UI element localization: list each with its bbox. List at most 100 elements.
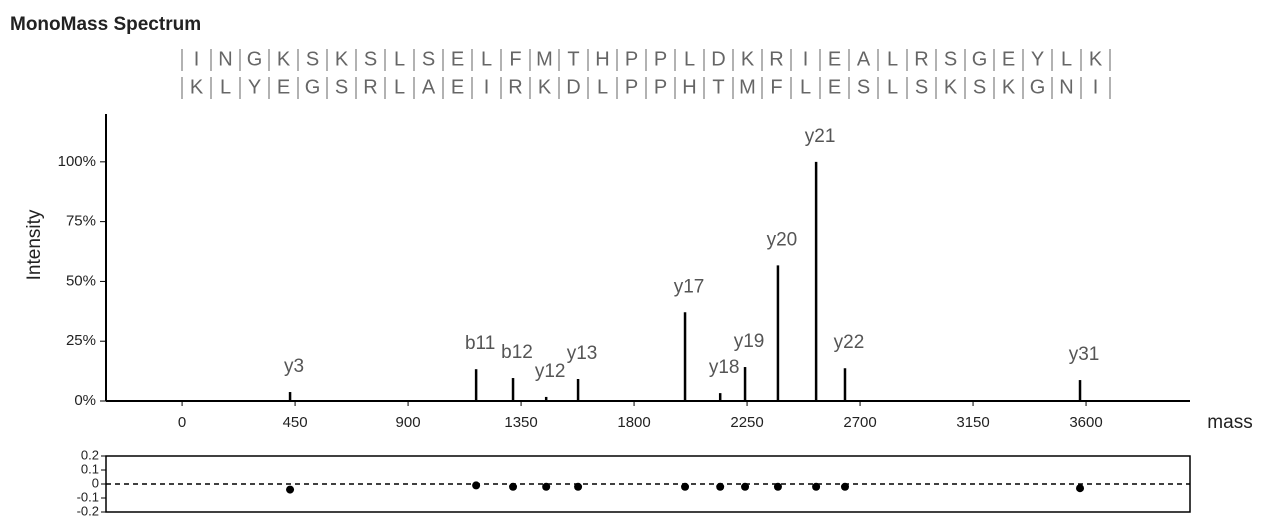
residue: Y bbox=[248, 76, 261, 98]
y-axis-label: Intensity bbox=[24, 209, 45, 280]
residue: P bbox=[625, 76, 638, 98]
error-point bbox=[542, 482, 551, 491]
peak-label: y12 bbox=[535, 361, 566, 382]
y-tick-label: 25% bbox=[66, 332, 96, 349]
y-tick-label: 0% bbox=[74, 392, 96, 409]
x-tick-label: 2250 bbox=[730, 414, 763, 431]
residue: S bbox=[335, 76, 348, 98]
residue: K bbox=[335, 48, 349, 70]
peak-label: y21 bbox=[805, 126, 836, 147]
peak-label: b11 bbox=[465, 333, 495, 354]
x-tick-label: 3150 bbox=[956, 414, 989, 431]
residue: E bbox=[1002, 48, 1015, 70]
residue: G bbox=[305, 76, 321, 98]
residue: K bbox=[1089, 48, 1103, 70]
peak-label: b12 bbox=[501, 342, 533, 363]
residue: Y bbox=[1031, 48, 1044, 70]
peak-label: y17 bbox=[674, 276, 705, 297]
error-point bbox=[840, 482, 849, 491]
residue: F bbox=[770, 76, 782, 98]
residue: E bbox=[277, 76, 290, 98]
residue: L bbox=[481, 48, 492, 70]
residue: S bbox=[973, 76, 986, 98]
residue: R bbox=[508, 76, 522, 98]
residue: E bbox=[828, 76, 841, 98]
peak-label: y3 bbox=[284, 356, 304, 377]
residue: T bbox=[567, 48, 579, 70]
residue: L bbox=[394, 76, 405, 98]
residue: L bbox=[1061, 48, 1072, 70]
residue: S bbox=[422, 48, 435, 70]
residue: P bbox=[625, 48, 638, 70]
residue: A bbox=[422, 76, 436, 98]
x-tick-label: 3600 bbox=[1069, 414, 1102, 431]
residue: G bbox=[247, 48, 263, 70]
x-tick-label: 450 bbox=[283, 414, 308, 431]
x-axis-label: mass bbox=[1207, 412, 1252, 433]
x-tick-label: 1350 bbox=[504, 414, 537, 431]
residue: A bbox=[857, 48, 871, 70]
residue: K bbox=[741, 48, 755, 70]
residue: N bbox=[1059, 76, 1073, 98]
error-point bbox=[681, 482, 690, 491]
peak-label: y13 bbox=[567, 343, 598, 364]
residue: P bbox=[654, 76, 667, 98]
residue: L bbox=[800, 76, 811, 98]
residue: T bbox=[712, 76, 724, 98]
y-tick-label: -0.2 bbox=[77, 503, 99, 518]
residue: L bbox=[394, 48, 405, 70]
error-point bbox=[773, 482, 782, 491]
residue: S bbox=[944, 48, 957, 70]
residue: R bbox=[363, 76, 377, 98]
y-tick-label: 50% bbox=[66, 272, 96, 289]
residue: S bbox=[915, 76, 928, 98]
y-tick-label: -0.1 bbox=[77, 489, 99, 504]
residue: L bbox=[887, 76, 898, 98]
error-point bbox=[286, 485, 295, 494]
error-point bbox=[1076, 484, 1085, 493]
error-point bbox=[472, 481, 481, 490]
residue: L bbox=[597, 76, 608, 98]
y-tick-label: 100% bbox=[58, 153, 96, 170]
y-tick-label: 0.2 bbox=[81, 447, 99, 462]
residue: S bbox=[857, 76, 870, 98]
y-tick-label: 0 bbox=[92, 475, 99, 490]
residue: D bbox=[566, 76, 580, 98]
residue: R bbox=[914, 48, 928, 70]
error-point bbox=[812, 482, 821, 491]
y-tick-label: 0.1 bbox=[81, 461, 99, 476]
residue: K bbox=[538, 76, 552, 98]
x-tick-label: 2700 bbox=[843, 414, 876, 431]
residue: H bbox=[595, 48, 609, 70]
residue: G bbox=[1030, 76, 1046, 98]
residue: S bbox=[306, 48, 319, 70]
peak-label: y22 bbox=[834, 332, 865, 353]
residue: I bbox=[484, 76, 490, 98]
residue: E bbox=[451, 48, 464, 70]
residue: I bbox=[1093, 76, 1099, 98]
chart-title: MonoMass Spectrum bbox=[10, 14, 201, 35]
residue: L bbox=[887, 48, 898, 70]
residue: R bbox=[769, 48, 783, 70]
residue: S bbox=[364, 48, 377, 70]
error-point bbox=[716, 482, 725, 491]
residue: G bbox=[972, 48, 988, 70]
residue: L bbox=[220, 76, 231, 98]
residue: I bbox=[803, 48, 809, 70]
x-tick-label: 0 bbox=[178, 414, 186, 431]
peak-label: y18 bbox=[709, 357, 740, 378]
residue: I bbox=[194, 48, 200, 70]
error-point bbox=[509, 482, 518, 491]
error-point bbox=[741, 482, 750, 491]
residue: M bbox=[739, 76, 756, 98]
residue: D bbox=[711, 48, 725, 70]
x-tick-label: 900 bbox=[396, 414, 421, 431]
residue: K bbox=[1002, 76, 1016, 98]
residue: N bbox=[218, 48, 232, 70]
residue: E bbox=[451, 76, 464, 98]
peak-label: y31 bbox=[1069, 344, 1100, 365]
residue: P bbox=[654, 48, 667, 70]
peak-label: y20 bbox=[767, 229, 798, 250]
